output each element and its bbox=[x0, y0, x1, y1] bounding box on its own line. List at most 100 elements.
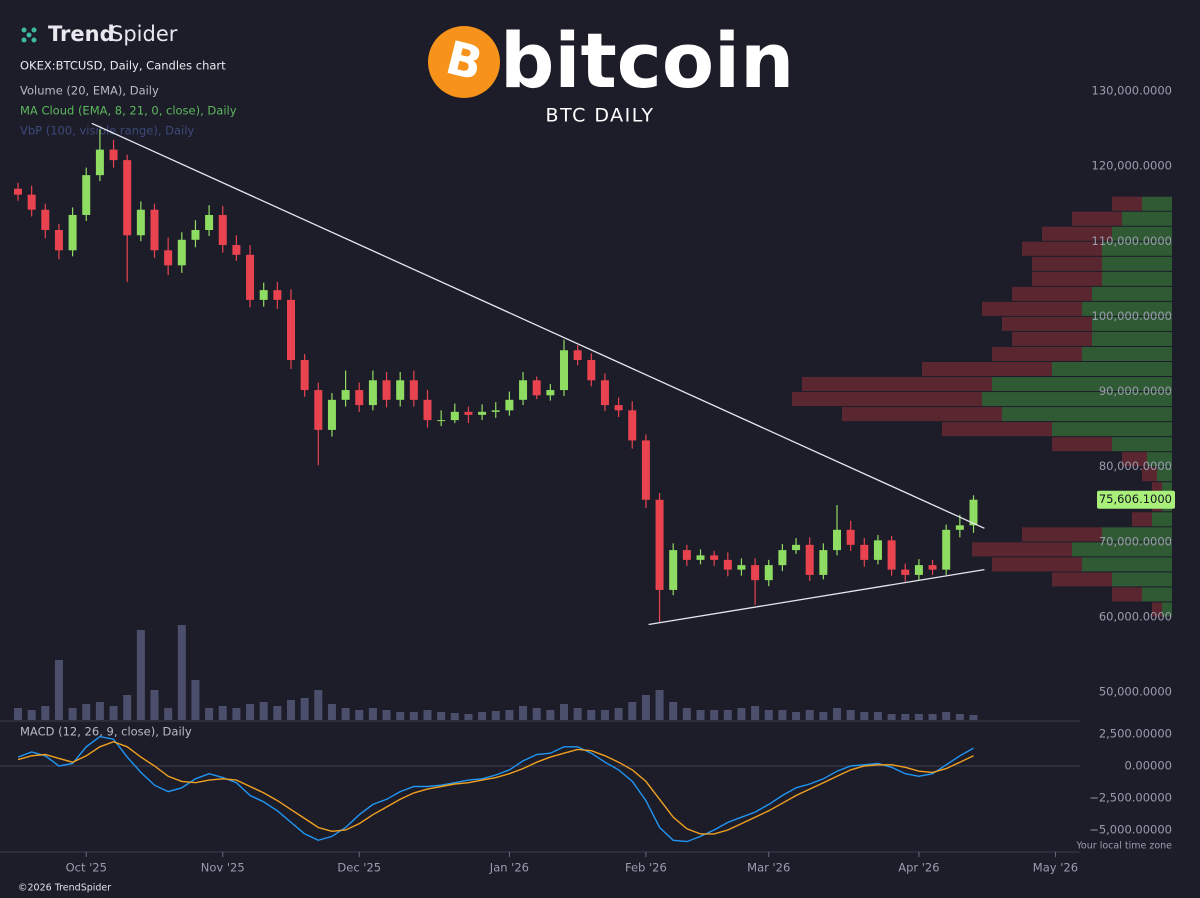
candle-body bbox=[914, 565, 923, 575]
candle-body bbox=[437, 420, 446, 422]
volume-bar bbox=[914, 714, 923, 720]
volume-bar bbox=[723, 710, 732, 720]
vbp-up bbox=[1162, 602, 1172, 617]
volume-bar bbox=[355, 710, 364, 720]
candle-body bbox=[177, 239, 186, 266]
bitcoin-logo: B bitcoin BTC DAILY bbox=[428, 16, 794, 127]
macd-line bbox=[17, 740, 974, 835]
vbp-up bbox=[1052, 422, 1172, 437]
vbp-up bbox=[992, 377, 1172, 392]
candle-body bbox=[546, 390, 555, 396]
vbp-up bbox=[1092, 286, 1172, 301]
vbp-up bbox=[982, 392, 1172, 407]
volume-bar bbox=[669, 702, 678, 720]
vbp-down bbox=[1052, 437, 1112, 452]
candle-body bbox=[860, 544, 869, 560]
y-tick-label: 70,000.0000 bbox=[1099, 534, 1172, 548]
candle-body bbox=[232, 245, 241, 255]
volume-bar bbox=[696, 710, 705, 720]
candle-body bbox=[628, 410, 637, 441]
candle-body bbox=[218, 214, 227, 246]
candle-body bbox=[355, 390, 364, 406]
last-price-box bbox=[1097, 490, 1175, 509]
volume-bar bbox=[232, 708, 241, 720]
volume-bar bbox=[136, 630, 145, 720]
y-tick-label: 0.00000 bbox=[1124, 759, 1172, 773]
vbp-up bbox=[1112, 572, 1172, 587]
vbp-down bbox=[942, 422, 1052, 437]
candle-body bbox=[682, 550, 691, 560]
volume-bar bbox=[396, 712, 405, 720]
vbp-up bbox=[1142, 196, 1172, 211]
y-tick-label: 110,000.0000 bbox=[1092, 234, 1172, 248]
candle-body bbox=[95, 149, 104, 176]
volume-bar bbox=[177, 625, 186, 720]
volume-bar bbox=[505, 710, 514, 720]
candle-body bbox=[887, 540, 896, 570]
candle-body bbox=[150, 209, 159, 251]
vbp-up bbox=[1082, 346, 1172, 362]
candle-body bbox=[491, 410, 500, 412]
volume-bar bbox=[109, 706, 118, 720]
volume-bar bbox=[901, 714, 910, 720]
vbp-up bbox=[1157, 467, 1172, 482]
candle-body bbox=[955, 525, 964, 530]
candle-body bbox=[109, 149, 118, 161]
vbp-down bbox=[1112, 587, 1142, 602]
candle-body bbox=[560, 350, 568, 391]
vbp-down bbox=[1012, 286, 1092, 301]
candle-body bbox=[450, 411, 459, 421]
volume-bar bbox=[560, 704, 568, 720]
candle-body bbox=[41, 209, 50, 231]
candle-body bbox=[873, 540, 882, 560]
volume-bar bbox=[846, 710, 855, 720]
y-tick-label: 80,000.0000 bbox=[1099, 459, 1172, 473]
candle-body bbox=[54, 230, 63, 251]
last-price-label: 75,606.1000 bbox=[1099, 492, 1172, 506]
y-tick-label: 50,000.0000 bbox=[1099, 685, 1172, 699]
candle-body bbox=[396, 380, 405, 400]
candle-body bbox=[341, 390, 350, 400]
macd-line bbox=[17, 735, 974, 843]
candle-body bbox=[778, 550, 787, 566]
candle-body bbox=[901, 569, 910, 575]
vbp-up bbox=[1102, 527, 1172, 542]
logo-circle bbox=[428, 26, 500, 98]
volume-bar bbox=[969, 715, 978, 720]
candle-body bbox=[409, 380, 418, 400]
vbp-down bbox=[1042, 226, 1112, 241]
volume-bar bbox=[95, 702, 104, 720]
vbp-down bbox=[1022, 527, 1102, 542]
macd-title: MACD (12, 26, 9, close), Daily bbox=[20, 725, 192, 739]
vbp-up bbox=[1052, 362, 1172, 377]
brand: Trend bbox=[48, 22, 115, 46]
vbp-down bbox=[1022, 241, 1102, 256]
chart-title: OKEX:BTCUSD, Daily, Candles chart bbox=[20, 59, 226, 73]
volume-bar bbox=[341, 708, 350, 720]
y-tick-label: 120,000.0000 bbox=[1092, 159, 1172, 173]
x-tick-label: Feb '26 bbox=[625, 861, 667, 875]
indicator-label: MA Cloud (EMA, 8, 21, 0, close), Daily bbox=[20, 104, 237, 118]
candle-body bbox=[723, 559, 732, 570]
vbp-up bbox=[1002, 407, 1172, 422]
volume-bar bbox=[273, 706, 282, 720]
timezone: Your local time zone bbox=[1075, 841, 1172, 852]
vbp-up bbox=[1162, 482, 1172, 497]
volume-bar bbox=[382, 710, 391, 720]
volume-bar bbox=[778, 710, 787, 720]
volume-bar bbox=[246, 704, 255, 720]
y-tick-label: 60,000.0000 bbox=[1099, 609, 1172, 623]
y-tick-label: −5,000.00000 bbox=[1089, 823, 1172, 837]
volume-bar bbox=[546, 710, 555, 720]
candle-body bbox=[246, 254, 255, 300]
candle-body bbox=[587, 360, 596, 381]
vbp-down bbox=[1052, 572, 1112, 587]
volume-bar bbox=[805, 710, 814, 720]
x-tick-label: Dec '25 bbox=[337, 861, 381, 875]
volume-bar bbox=[792, 712, 801, 720]
vbp-down bbox=[1012, 331, 1092, 346]
volume-bar bbox=[54, 660, 63, 720]
candle-body bbox=[805, 544, 814, 575]
vbp-down bbox=[992, 557, 1082, 572]
x-tick-label: Oct '25 bbox=[66, 861, 107, 875]
